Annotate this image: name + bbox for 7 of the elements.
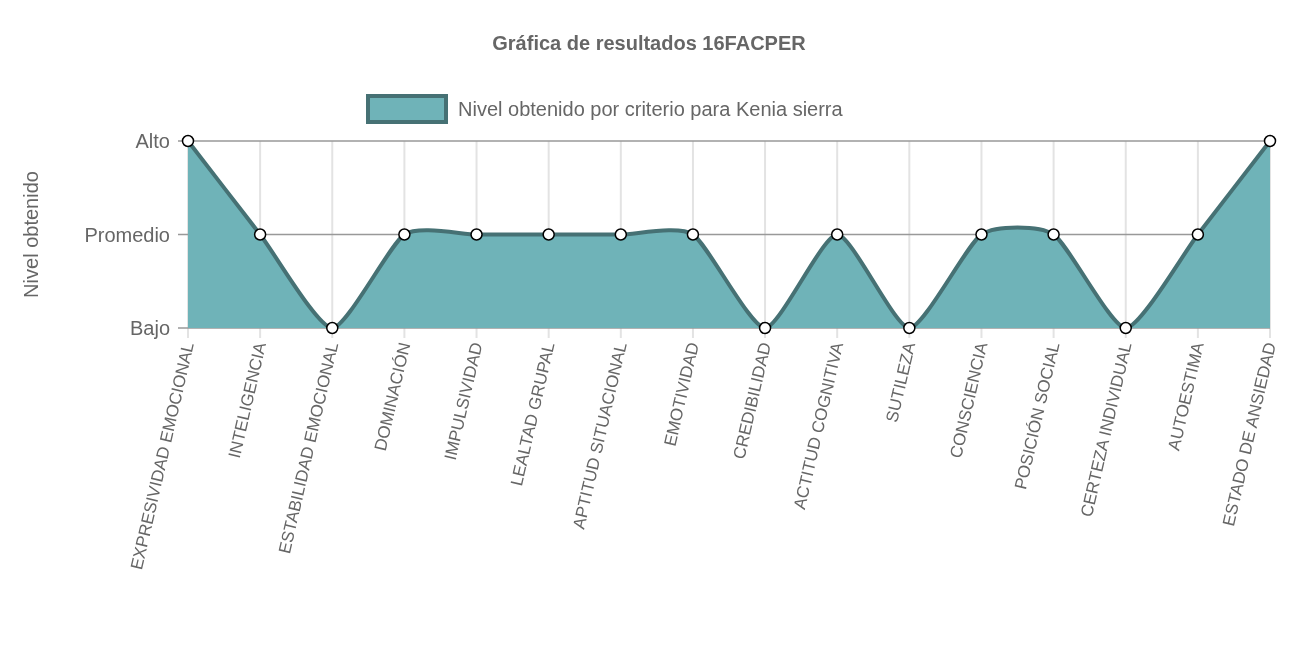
text: Bajo [129,317,170,339]
text: Alto [135,130,170,152]
text: Promedio [84,223,170,246]
y-axis-title: Nivel obtenido [20,171,42,298]
legend-label: Nivel obtenido por criterio para Kenia sierra [458,98,844,120]
chart-title: Gráfica de resultados 16FACPER [492,32,807,54]
x-tick-label: LEALTAD GRUPAL [507,340,559,488]
